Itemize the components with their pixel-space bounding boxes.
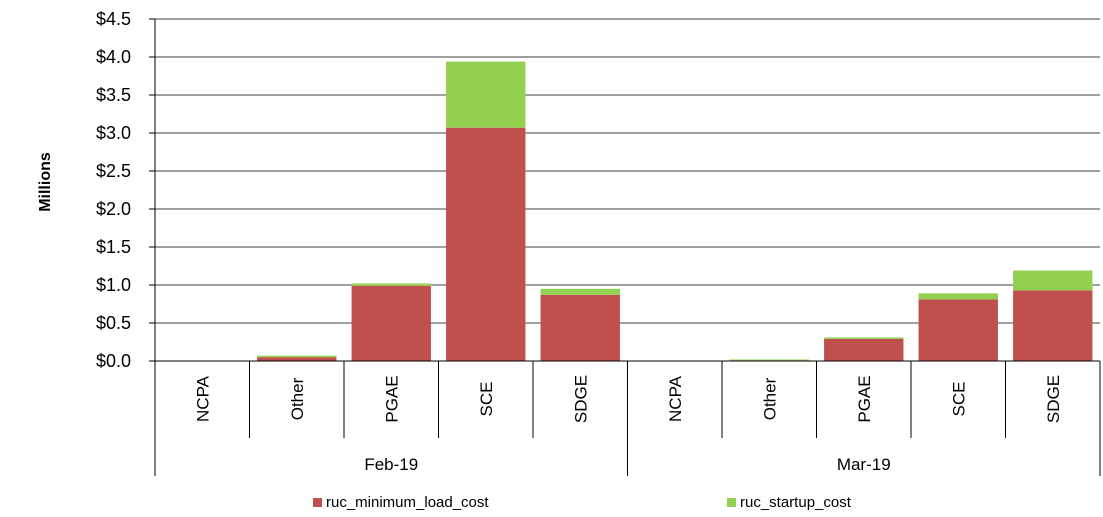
- legend-swatch: [727, 498, 736, 507]
- legend-label: ruc_startup_cost: [740, 494, 852, 511]
- bar-ruc-minimum-load-cost: [824, 338, 904, 361]
- bar-ruc-minimum-load-cost: [918, 299, 998, 361]
- x-category-label: SDGE: [1044, 375, 1063, 423]
- labels: $0.0 $0.5 $1.0 $1.5 $2.0 $2.5 $3.0 $3.5 $4.0 $4.5…: [96, 9, 1063, 474]
- x-category-label: Other: [760, 377, 779, 420]
- y-axis-label: Millions: [37, 152, 54, 212]
- bar-ruc-minimum-load-cost: [351, 285, 431, 361]
- x-category-label: SCE: [949, 382, 968, 417]
- bar-ruc-startup-cost: [824, 337, 904, 339]
- legend: ruc_minimum_load_cost ruc_startup_cost: [313, 494, 852, 511]
- bar-ruc-startup-cost: [540, 288, 620, 295]
- bar-ruc-startup-cost: [351, 283, 431, 286]
- y-tick-label: $0.0: [96, 351, 131, 371]
- bar-ruc-minimum-load-cost: [540, 294, 620, 361]
- y-tick-label: $4.5: [96, 9, 131, 29]
- bar-ruc-startup-cost: [446, 61, 526, 128]
- bars: [257, 61, 1093, 362]
- x-category-label: NCPA: [666, 375, 685, 422]
- x-category-label: SDGE: [571, 375, 590, 423]
- bar-ruc-minimum-load-cost: [1013, 290, 1093, 361]
- y-tick-label: $2.5: [96, 161, 131, 181]
- y-tick-label: $3.5: [96, 85, 131, 105]
- legend-label: ruc_minimum_load_cost: [326, 494, 489, 511]
- bar-ruc-minimum-load-cost: [257, 357, 337, 361]
- bar-ruc-startup-cost: [729, 359, 809, 361]
- y-tick-label: $0.5: [96, 313, 131, 333]
- x-group-label: Feb-19: [364, 455, 418, 474]
- legend-item: ruc_startup_cost: [727, 494, 852, 511]
- x-category-label: SCE: [477, 382, 496, 417]
- x-category-label: NCPA: [193, 375, 212, 422]
- x-category-label: PGAE: [382, 375, 401, 422]
- y-tick-label: $1.0: [96, 275, 131, 295]
- y-tick-label: $4.0: [96, 47, 131, 67]
- x-category-label: Other: [288, 377, 307, 420]
- gridlines: [155, 18, 1100, 324]
- bar-ruc-minimum-load-cost: [446, 127, 526, 362]
- legend-item: ruc_minimum_load_cost: [313, 494, 489, 511]
- x-group-label: Mar-19: [837, 455, 891, 474]
- legend-swatch: [313, 498, 322, 507]
- x-category-label: PGAE: [855, 375, 874, 422]
- y-tick-label: $1.5: [96, 237, 131, 257]
- bar-ruc-startup-cost: [918, 293, 998, 300]
- y-tick-label: $2.0: [96, 199, 131, 219]
- y-tick-label: $3.0: [96, 123, 131, 143]
- bar-ruc-startup-cost: [1013, 270, 1093, 291]
- bar-ruc-startup-cost: [257, 355, 337, 358]
- axes: [149, 18, 1101, 476]
